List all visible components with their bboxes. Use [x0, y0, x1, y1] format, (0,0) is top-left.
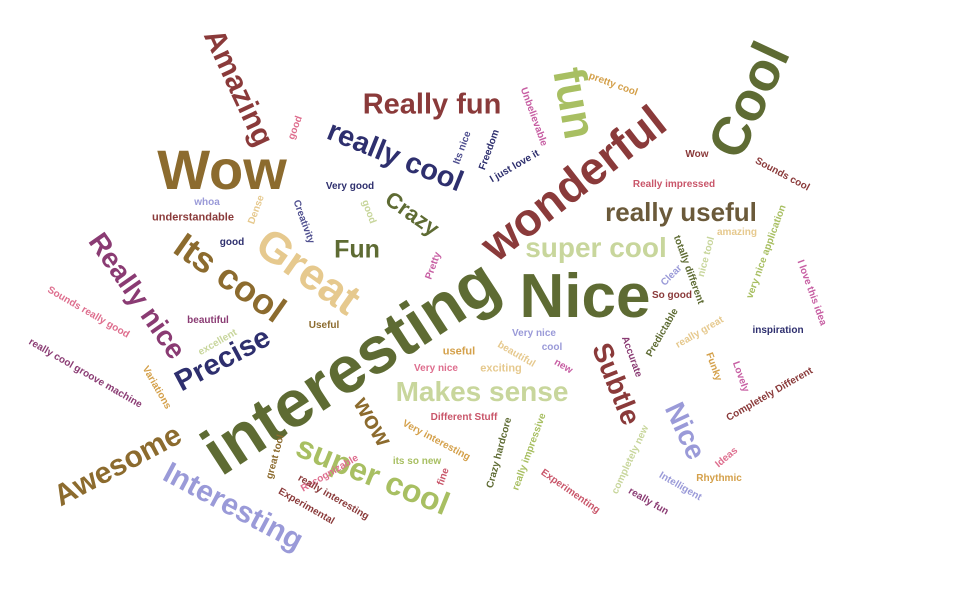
word-clear: Clear — [658, 262, 685, 289]
word-fine: fine — [435, 466, 452, 488]
word-really-useful: really useful — [605, 197, 757, 227]
word-cool-large: Cool — [696, 32, 802, 168]
word-awesome: Awesome — [48, 418, 188, 513]
word-predictable: Predictable — [644, 306, 681, 359]
word-really-great: really great — [673, 314, 726, 351]
word-amazing-small: amazing — [716, 227, 758, 238]
word-very-good: Very good — [325, 181, 375, 192]
word-crazy-hardcore: Crazy hardcore — [484, 416, 515, 490]
word-nice-large: Nice — [519, 262, 651, 331]
word-useful-1: Useful — [308, 320, 340, 331]
word-very-nice-2: Very nice — [414, 363, 458, 374]
word-good-3: good — [219, 237, 245, 248]
word-good-1: good — [286, 114, 305, 142]
word-makes-sense: Makes sense — [395, 376, 569, 407]
word-lovely: Lovely — [729, 360, 752, 394]
word-its-so-new: its so new — [392, 456, 442, 467]
word-good-2: good — [359, 198, 378, 226]
word-really-fun: Really fun — [362, 88, 502, 121]
word-crazy: Crazy — [380, 186, 444, 242]
word-beautiful-1: beautiful — [187, 315, 229, 326]
word-very-nice-1: Very nice — [512, 328, 556, 339]
word-really-impressed: Really impressed — [632, 179, 716, 190]
word-amazing: Amazing — [197, 24, 280, 152]
word-variations: Variations — [139, 364, 174, 412]
word-ideas: Ideas — [713, 445, 741, 471]
word-unbelievable: Unbelievable — [517, 85, 550, 148]
word-sounds-cool: Sounds cool — [753, 155, 812, 194]
word-i-love-this-idea: I love this idea — [794, 258, 829, 328]
word-exciting: exciting — [480, 362, 522, 375]
word-so-good: So good — [652, 290, 692, 301]
word-whoa: whoa — [194, 197, 220, 208]
word-funky: Funky — [703, 351, 724, 383]
word-new: new — [552, 356, 575, 377]
word-useful-2: useful — [442, 345, 476, 358]
word-its-nice: Its nice — [451, 129, 474, 166]
word-fun-2: Fun — [334, 235, 380, 264]
word-wow-small: Wow — [685, 149, 709, 160]
word-nice-2: Nice — [658, 397, 713, 465]
word-freedom: Freedom — [477, 128, 502, 172]
word-really-cool-groove-machine: really cool groove machine — [26, 336, 144, 411]
word-really-fun-small: really fun — [626, 485, 671, 518]
word-wow-2: wow — [347, 392, 398, 452]
word-rhythmic: Rhythmic — [696, 473, 742, 484]
word-experimenting: Experimenting — [538, 467, 602, 517]
word-inspiration: inspiration — [752, 325, 804, 336]
word-subtle: Subtle — [586, 338, 647, 430]
word-different-stuff: Different Stuff — [430, 412, 498, 423]
word-nice-tool: nice tool — [695, 235, 718, 279]
word-cool-small: cool — [541, 342, 563, 353]
word-super-cool-2: super cool — [525, 232, 667, 263]
word-wow-large: Wow — [157, 138, 287, 201]
word-understandable: understandable — [152, 211, 234, 224]
